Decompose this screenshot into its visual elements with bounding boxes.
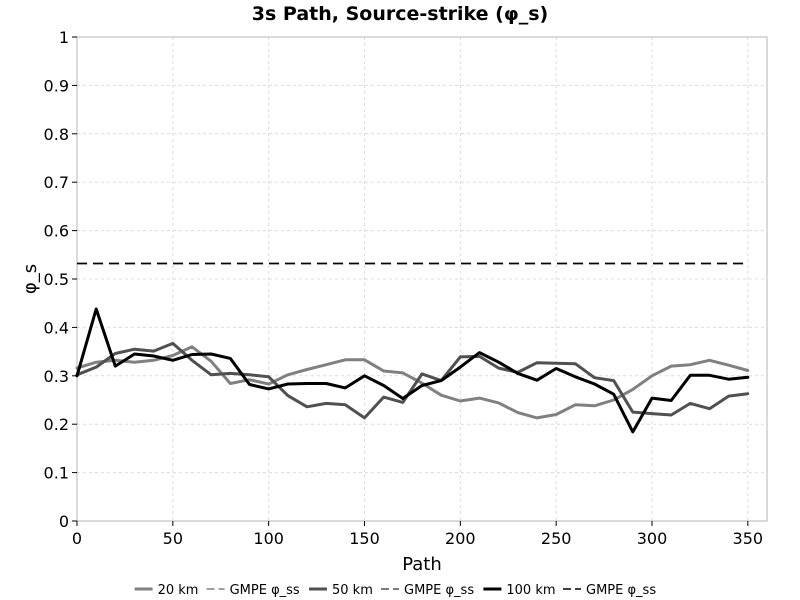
legend-label-4: 100 km <box>506 583 555 598</box>
y-tick-label: 0.3 <box>44 367 69 386</box>
x-tick-label: 250 <box>541 529 572 548</box>
legend-label-3: GMPE φ_ss <box>404 583 474 598</box>
legend-label-5: GMPE φ_ss <box>586 583 656 598</box>
series-line-0 <box>75 345 750 420</box>
x-tick-label: 200 <box>445 529 476 548</box>
y-axis-title: φ_s <box>20 264 41 294</box>
y-tick-label: 1 <box>59 28 69 47</box>
legend: 20 km GMPE φ_ss 50 km GMPE φ_ss 100 km GMPE φ… <box>134 583 656 598</box>
x-tick-label: 300 <box>637 529 668 548</box>
chart-title: 3s Path, Source-strike (φ_s) <box>252 3 548 25</box>
x-tick-label: 50 <box>163 529 183 548</box>
x-tick-label: 0 <box>72 529 82 548</box>
legend-label-2: 50 km <box>332 583 373 598</box>
y-tick-label: 0.2 <box>44 415 69 434</box>
grid-layer <box>76 36 767 522</box>
x-tick-label: 350 <box>733 529 764 548</box>
x-tick-label: 150 <box>349 529 380 548</box>
y-tick-label: 0.6 <box>44 222 69 241</box>
series-line-2 <box>75 341 750 420</box>
y-tick-label: 0.7 <box>44 173 69 192</box>
x-axis-title: Path <box>402 554 442 575</box>
legend-label-0: 20 km <box>158 583 199 598</box>
series-layer <box>75 262 750 434</box>
y-tick-label: 0.4 <box>44 318 69 337</box>
y-tick-label: 0.5 <box>44 270 69 289</box>
y-tick-label: 0.1 <box>44 464 69 483</box>
y-tick-label: 0.9 <box>44 76 69 95</box>
series-line-4 <box>75 307 750 434</box>
y-axis-ticks: 0 0.1 0.2 0.3 0.4 0.5 0.6 0.7 0.8 0.9 1 <box>44 28 77 531</box>
legend-label-1: GMPE φ_ss <box>230 583 300 598</box>
y-tick-label: 0 <box>59 512 69 531</box>
x-tick-label: 100 <box>253 529 284 548</box>
y-tick-label: 0.8 <box>44 125 69 144</box>
x-axis-ticks: 0 50 100 150 200 250 300 350 <box>72 521 763 548</box>
